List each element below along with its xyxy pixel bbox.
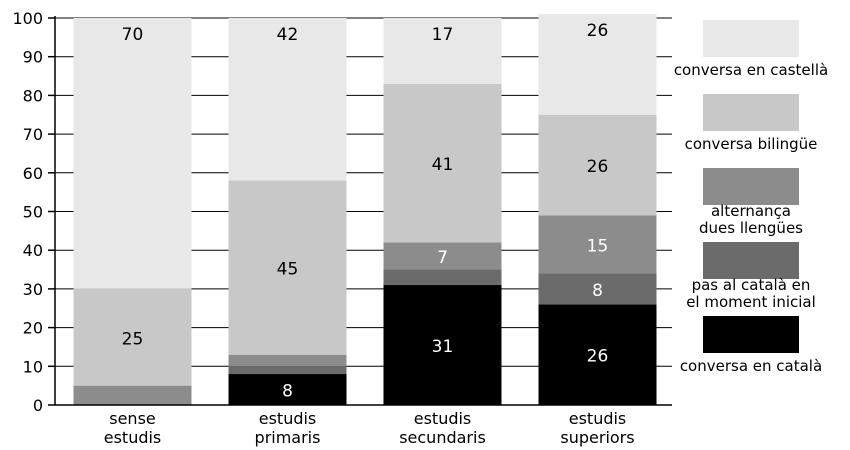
bar-segment <box>383 83 502 243</box>
data-label: 15 <box>587 236 609 256</box>
legend-label: el moment inicial <box>686 293 816 311</box>
bars: 25 70 8 45 42 31 7 41 17 26 8 15 26 26 <box>73 14 657 405</box>
x-tick-label: estudis <box>259 409 317 428</box>
legend-swatch <box>703 242 799 279</box>
data-label: 7 <box>437 248 448 268</box>
legend-label: conversa bilingüe <box>685 135 818 153</box>
bar-segment <box>228 366 347 375</box>
bar-segment <box>538 14 657 115</box>
bar-segment <box>538 304 657 405</box>
x-tick-label: superiors <box>560 428 634 447</box>
bar-segment <box>73 288 192 386</box>
bar-segment <box>383 285 502 405</box>
data-label: 17 <box>432 25 454 45</box>
bar-segment <box>228 374 347 405</box>
legend: conversa en castellà conversa bilingüe alt… <box>674 20 828 375</box>
x-tick-label: primaris <box>255 428 321 447</box>
bar-segment <box>383 242 502 270</box>
bar-segment <box>73 18 192 289</box>
x-tick-label: estudis <box>569 409 627 428</box>
x-tick-label: estudis <box>104 428 162 447</box>
legend-swatch <box>703 168 799 205</box>
legend-swatch <box>703 20 799 57</box>
y-tick-label: 0 <box>33 396 43 415</box>
bar-segment <box>228 180 347 355</box>
bar-segment <box>228 354 347 367</box>
data-label: 70 <box>122 25 144 45</box>
legend-swatch <box>703 94 799 131</box>
data-label: 42 <box>277 25 299 45</box>
x-tick-label: sense <box>109 409 156 428</box>
data-label: 26 <box>587 347 609 367</box>
bar-segment <box>228 18 347 181</box>
bar-segment <box>538 215 657 274</box>
data-label: 26 <box>587 21 609 41</box>
bar-segment <box>383 269 502 286</box>
x-tick-label: estudis <box>414 409 472 428</box>
legend-label: dues llengües <box>699 219 803 237</box>
y-tick-label: 20 <box>23 319 43 338</box>
axes: 0102030405060708090100senseestudisestudi… <box>12 9 672 447</box>
y-tick-label: 40 <box>23 241 43 260</box>
data-label: 8 <box>592 281 603 301</box>
bar-segment <box>538 273 657 305</box>
y-tick-label: 10 <box>23 357 43 376</box>
y-tick-label: 30 <box>23 280 43 299</box>
legend-label: conversa en castellà <box>674 61 828 79</box>
bar-segment <box>383 18 502 84</box>
data-label: 8 <box>282 382 293 402</box>
data-label: 31 <box>432 337 454 357</box>
data-label: 45 <box>277 260 299 280</box>
legend-label: pas al català en <box>692 276 811 294</box>
y-tick-label: 50 <box>23 203 43 222</box>
legend-swatch <box>703 316 799 353</box>
y-tick-label: 70 <box>23 125 43 144</box>
data-label: 26 <box>587 157 609 177</box>
data-label: 41 <box>432 155 454 175</box>
x-tick-label: secundaris <box>399 428 486 447</box>
y-tick-label: 80 <box>23 86 43 105</box>
y-tick-label: 90 <box>23 48 43 67</box>
bar-segment <box>538 114 657 216</box>
y-tick-label: 100 <box>12 9 43 28</box>
bar-segment <box>73 385 192 405</box>
legend-label: alternança <box>711 202 791 220</box>
y-tick-label: 60 <box>23 164 43 183</box>
data-label: 25 <box>122 329 144 349</box>
legend-label: conversa en català <box>680 357 822 375</box>
